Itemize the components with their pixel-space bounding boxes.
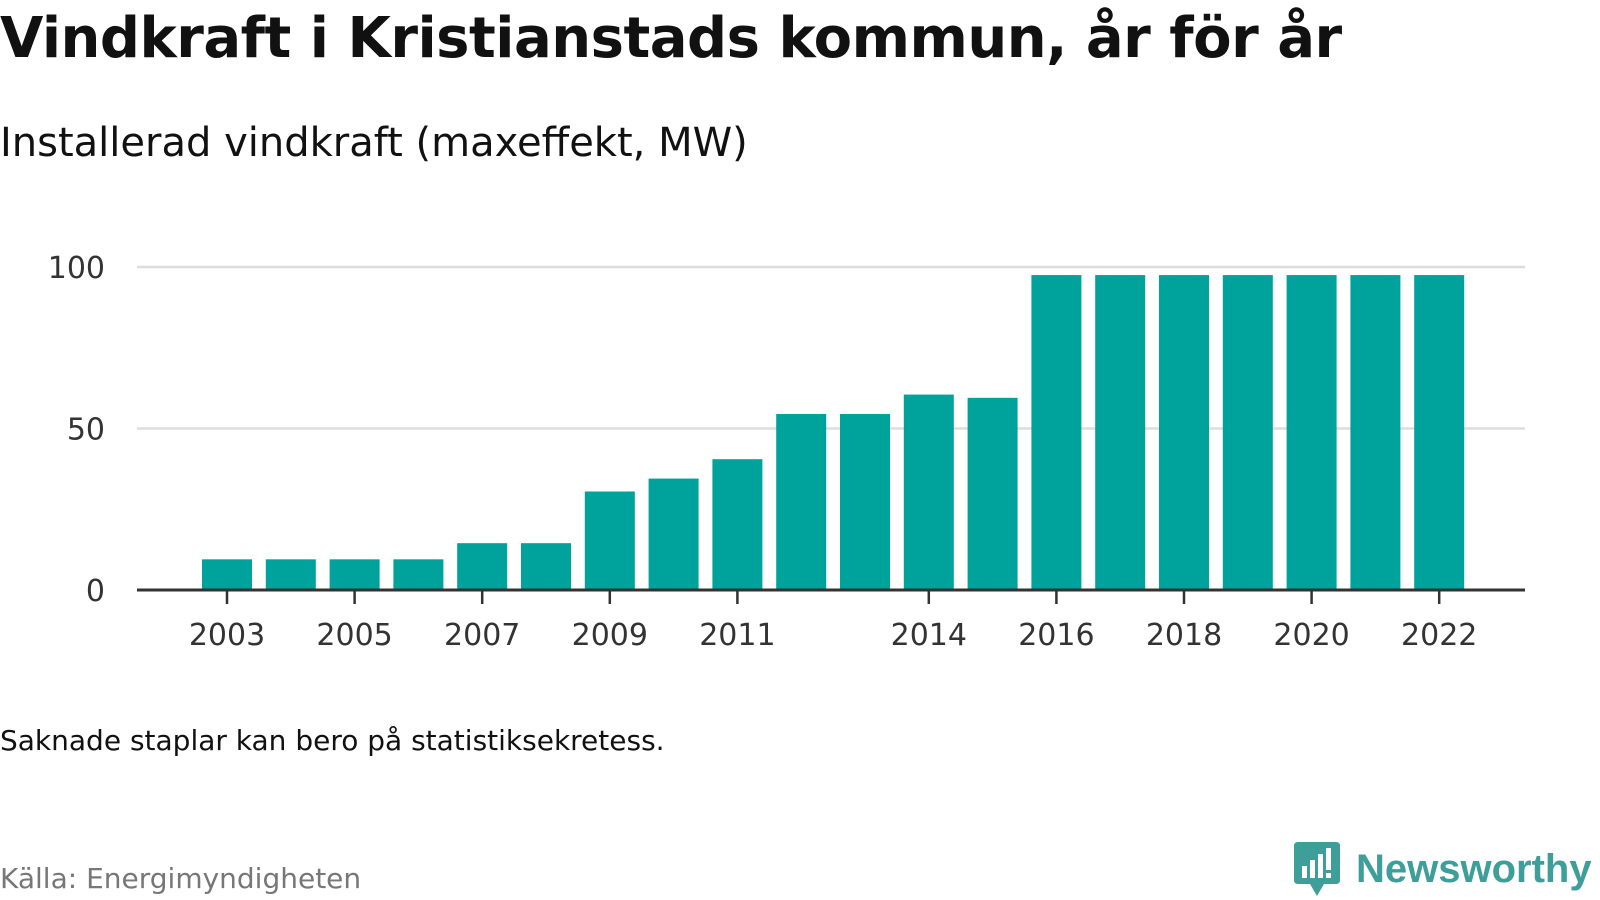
y-tick-label: 0: [86, 574, 105, 609]
bar-chart-speech-bubble-icon: [1294, 842, 1340, 896]
x-tick-label: 2020: [1273, 618, 1349, 653]
bar-2020: [1286, 275, 1337, 590]
x-axis: [137, 588, 1525, 604]
bar-2011: [712, 459, 763, 590]
bar-2019: [1222, 275, 1273, 590]
bar-2015: [967, 397, 1018, 590]
x-tick-label: 2007: [444, 618, 520, 653]
bar-2006: [393, 559, 444, 590]
bar-2021: [1350, 275, 1401, 590]
bar-2005: [329, 559, 380, 590]
y-tick-label: 50: [67, 413, 105, 448]
bar-2018: [1159, 275, 1209, 590]
bars: [202, 275, 1465, 590]
bar-2010: [648, 478, 699, 590]
chart-subtitle: Installerad vindkraft (maxeffekt, MW): [0, 120, 748, 166]
x-tick-label: 2014: [891, 618, 967, 653]
bar-2008: [521, 543, 571, 590]
x-tick-label: 2005: [316, 618, 392, 653]
chart-title: Vindkraft i Kristianstads kommun, år för…: [0, 6, 1342, 71]
bar-2017: [1095, 275, 1146, 590]
bar-2014: [903, 394, 954, 590]
bar-2007: [457, 543, 508, 590]
bar-2009: [584, 491, 635, 590]
bar-2013: [840, 413, 890, 590]
y-tick-label: 100: [48, 251, 105, 286]
x-tick-label: 2003: [189, 618, 265, 653]
bar-2022: [1414, 275, 1465, 590]
bar-2016: [1031, 275, 1082, 590]
y-axis-labels: 0 50 100: [48, 251, 105, 609]
x-tick-label: 2011: [699, 618, 775, 653]
source-text: Källa: Energimyndigheten: [0, 862, 362, 895]
brand-logo: Newsworthy: [1292, 840, 1592, 898]
x-tick-label: 2018: [1146, 618, 1222, 653]
x-tick-label: 2022: [1401, 618, 1477, 653]
x-tick-label: 2009: [572, 618, 648, 653]
x-axis-labels: 2003 2005 2007 2009 2011 2014 2016 2018 2020 2022: [189, 618, 1478, 653]
brand-name: Newsworthy: [1356, 846, 1592, 891]
footnote: Saknade staplar kan bero på statistiksek…: [0, 724, 665, 757]
bar-2003: [202, 559, 252, 590]
bar-2004: [265, 559, 316, 590]
bar-2012: [776, 413, 827, 590]
x-tick-label: 2016: [1018, 618, 1094, 653]
